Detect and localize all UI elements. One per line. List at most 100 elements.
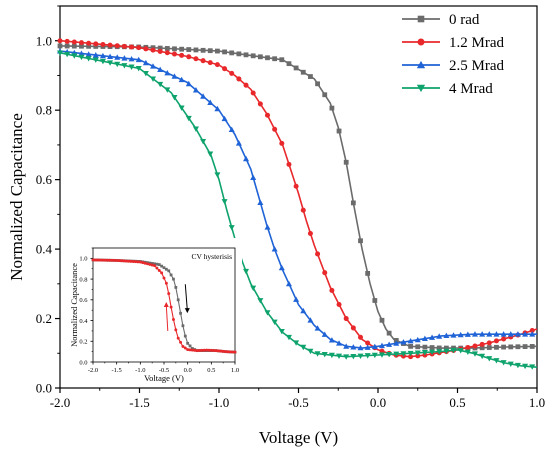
data-point	[107, 42, 113, 48]
data-point	[486, 331, 493, 337]
inset-data-point	[119, 259, 123, 263]
data-point	[207, 99, 214, 105]
inset-data-point	[181, 324, 185, 328]
data-point	[99, 58, 106, 65]
inset-x-tick-label: -0.5	[159, 367, 169, 374]
data-point	[429, 349, 436, 356]
inset-data-point	[167, 292, 171, 296]
data-point	[171, 51, 177, 57]
inset-data-point	[231, 350, 235, 354]
data-point	[171, 95, 178, 101]
data-point	[164, 50, 170, 56]
data-point	[57, 50, 63, 56]
series-3	[57, 50, 538, 370]
legend-label: 4 Mrad	[449, 81, 493, 97]
data-point	[85, 51, 92, 57]
data-point	[350, 344, 357, 350]
inset-data-point	[207, 348, 211, 352]
x-tick-label: -1.0	[209, 395, 230, 410]
data-point	[229, 50, 235, 56]
data-point	[479, 345, 485, 351]
inset-data-point	[169, 305, 173, 309]
data-point	[336, 340, 343, 346]
inset-y-tick-label: 0.2	[79, 339, 87, 346]
data-point	[357, 353, 364, 359]
data-point	[450, 347, 457, 354]
data-point	[121, 43, 127, 49]
data-point	[128, 64, 135, 70]
inset-y-axis-title: Normalized Capacitance	[69, 263, 79, 347]
data-point	[150, 47, 156, 53]
data-point	[343, 343, 350, 349]
data-point	[358, 238, 363, 244]
data-point	[407, 337, 414, 344]
data-point	[257, 101, 263, 107]
inset-data-point	[138, 260, 142, 264]
data-point	[285, 334, 292, 341]
data-point	[178, 76, 185, 83]
inset-data-point	[103, 258, 107, 262]
inset-x-tick-label: 0.5	[207, 367, 215, 374]
inset-series-1	[91, 258, 237, 354]
data-point	[464, 349, 471, 356]
data-point	[278, 264, 285, 271]
data-point	[78, 40, 84, 46]
data-point	[514, 331, 521, 337]
data-point	[436, 333, 443, 339]
inset-x-tick-label: 1.0	[231, 367, 239, 374]
inset-data-point	[136, 260, 140, 264]
inset-y-tick-label: 0.6	[79, 297, 88, 304]
inset-data-point	[164, 267, 168, 271]
data-point	[365, 271, 371, 276]
data-point	[93, 41, 99, 47]
data-point	[142, 59, 149, 66]
inset-data-point	[160, 271, 164, 275]
inset-data-point	[98, 258, 102, 262]
data-point	[228, 225, 235, 231]
data-point	[157, 81, 164, 88]
data-point	[185, 80, 192, 87]
data-point	[414, 350, 421, 356]
data-point	[207, 48, 213, 54]
x-tick-label: 0.0	[370, 395, 386, 410]
data-point	[172, 46, 177, 52]
data-point	[464, 331, 471, 337]
data-point	[415, 353, 421, 359]
legend-marker	[416, 84, 426, 93]
data-point	[222, 49, 227, 55]
data-point	[200, 47, 206, 53]
inset-data-point	[179, 311, 182, 315]
data-point	[364, 344, 371, 350]
y-tick-label: 0.4	[36, 242, 53, 257]
x-tick-label: -2.0	[50, 395, 71, 410]
legend: 0 rad 1.2 Mrad 2.5 Mrad 4 Mrad	[402, 12, 504, 97]
data-point	[408, 343, 413, 349]
data-point	[315, 81, 320, 87]
data-point	[479, 353, 486, 360]
data-point	[121, 55, 128, 61]
data-point	[493, 358, 500, 364]
data-point	[350, 200, 356, 206]
data-point	[307, 230, 313, 236]
inset-data-point	[214, 349, 218, 353]
inset-data-point	[188, 348, 192, 352]
inset-data-point	[209, 348, 213, 352]
data-point	[293, 65, 299, 71]
data-point	[471, 331, 478, 337]
data-point	[200, 58, 206, 64]
data-point	[200, 139, 207, 145]
inset-data-point	[134, 260, 138, 264]
inset-data-point	[212, 349, 216, 352]
inset-data-point	[100, 258, 104, 262]
data-point	[321, 331, 328, 337]
data-point	[365, 340, 371, 346]
series-2	[57, 48, 537, 351]
data-point	[235, 140, 242, 146]
data-point	[343, 316, 349, 322]
data-point	[507, 331, 514, 337]
x-tick-label: -0.5	[288, 395, 309, 410]
inset-data-point	[155, 266, 159, 270]
data-point	[114, 54, 121, 60]
data-point	[185, 115, 192, 122]
reverse-sweep-arrow	[165, 304, 169, 331]
